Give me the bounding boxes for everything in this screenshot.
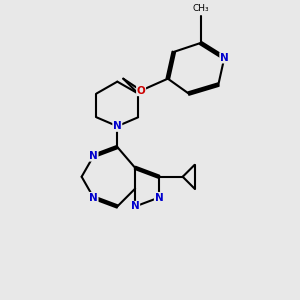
Text: N: N [131, 202, 140, 212]
Text: N: N [220, 53, 229, 63]
Text: O: O [137, 85, 146, 96]
Text: N: N [113, 121, 122, 131]
Text: N: N [89, 193, 98, 202]
Text: N: N [89, 151, 98, 161]
Text: CH₃: CH₃ [192, 4, 209, 13]
Text: N: N [154, 193, 163, 202]
